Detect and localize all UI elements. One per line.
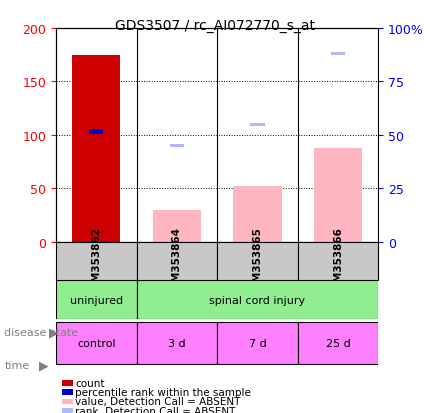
Text: GDS3507 / rc_AI072770_s_at: GDS3507 / rc_AI072770_s_at bbox=[115, 19, 315, 33]
Bar bbox=[72, 55, 120, 242]
Text: ▶: ▶ bbox=[49, 326, 59, 339]
Text: control: control bbox=[77, 338, 116, 348]
Text: GSM353862: GSM353862 bbox=[91, 226, 101, 296]
FancyBboxPatch shape bbox=[217, 322, 298, 365]
Text: time: time bbox=[4, 361, 30, 370]
Text: disease state: disease state bbox=[4, 328, 78, 337]
Text: value, Detection Call = ABSENT: value, Detection Call = ABSENT bbox=[75, 396, 241, 406]
Text: 7 d: 7 d bbox=[249, 338, 266, 348]
Text: spinal cord injury: spinal cord injury bbox=[209, 295, 306, 305]
Bar bbox=[169, 145, 184, 148]
Text: rank, Detection Call = ABSENT: rank, Detection Call = ABSENT bbox=[75, 406, 236, 413]
FancyBboxPatch shape bbox=[56, 281, 137, 320]
FancyBboxPatch shape bbox=[298, 242, 378, 281]
Text: 25 d: 25 d bbox=[326, 338, 350, 348]
Bar bbox=[233, 187, 282, 242]
FancyBboxPatch shape bbox=[56, 242, 137, 281]
Text: GSM353866: GSM353866 bbox=[333, 226, 343, 296]
FancyBboxPatch shape bbox=[137, 322, 217, 365]
Text: GSM353865: GSM353865 bbox=[252, 226, 262, 296]
Text: ▶: ▶ bbox=[39, 359, 48, 372]
Text: GSM353864: GSM353864 bbox=[172, 226, 182, 296]
Text: percentile rank within the sample: percentile rank within the sample bbox=[75, 387, 251, 397]
FancyBboxPatch shape bbox=[137, 281, 378, 320]
Bar bbox=[314, 148, 362, 242]
FancyBboxPatch shape bbox=[56, 322, 137, 365]
Bar bbox=[89, 130, 104, 134]
Bar bbox=[250, 123, 265, 126]
Text: uninjured: uninjured bbox=[70, 295, 123, 305]
FancyBboxPatch shape bbox=[137, 242, 217, 281]
FancyBboxPatch shape bbox=[217, 242, 298, 281]
Bar bbox=[331, 53, 345, 56]
Text: 3 d: 3 d bbox=[168, 338, 186, 348]
FancyBboxPatch shape bbox=[298, 322, 378, 365]
Text: count: count bbox=[75, 378, 105, 388]
Bar bbox=[153, 210, 201, 242]
